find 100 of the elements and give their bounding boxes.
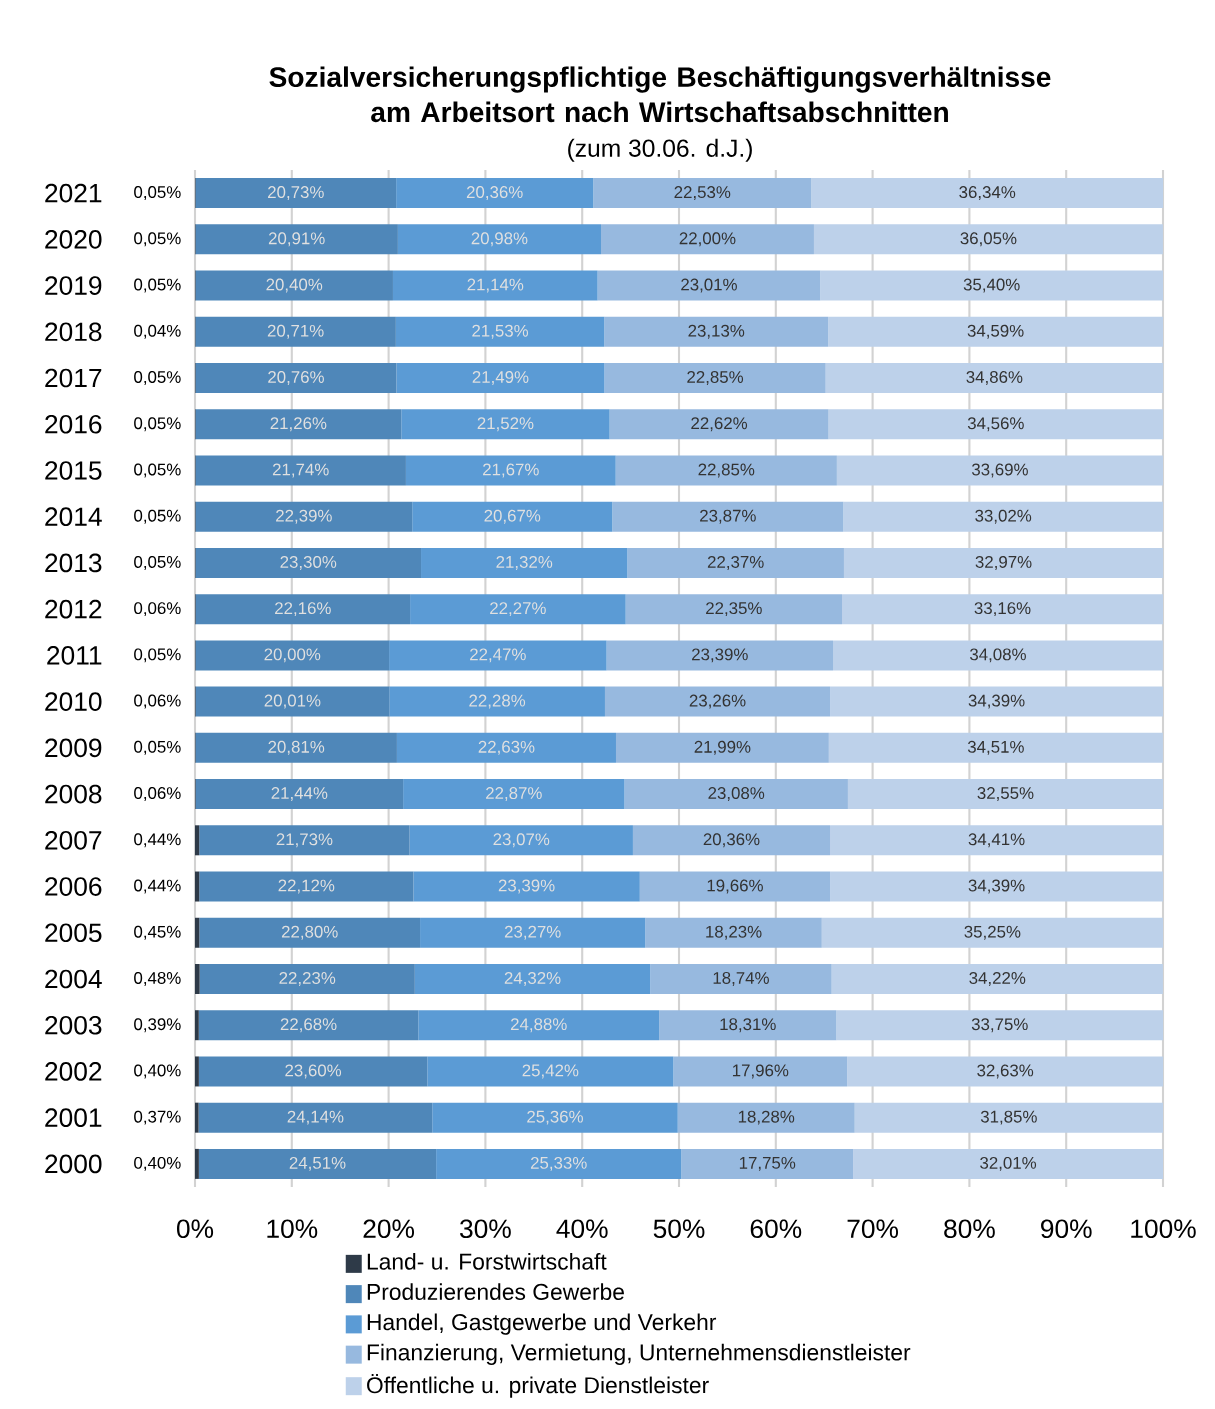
x-tick-label: 20%: [363, 1219, 415, 1239]
data-label: 32,55%: [977, 787, 1034, 802]
data-label: 0,48%: [134, 971, 181, 986]
y-tick-label: 2003: [45, 1015, 102, 1035]
bar: [198, 1010, 419, 1041]
bar: [195, 825, 200, 856]
data-label: 18,23%: [706, 925, 762, 940]
bar: [677, 1102, 855, 1133]
data-label: 20,00%: [264, 648, 321, 663]
bar: [420, 917, 646, 948]
y-tick-label: 2014: [45, 507, 102, 527]
bar: [198, 1056, 428, 1087]
y-tick-label: 2005: [45, 923, 102, 943]
bar: [627, 547, 844, 578]
y-tick-label: 2010: [45, 692, 102, 711]
y-tick-label: 2017: [45, 368, 102, 388]
bar: [673, 1056, 848, 1087]
bar: [414, 963, 651, 994]
data-label: 0,05%: [134, 648, 181, 663]
data-label: 22,28%: [469, 694, 526, 709]
bar: [813, 224, 1163, 255]
y-tick-label: 2013: [45, 553, 102, 573]
bar: [820, 270, 1164, 301]
bar: [195, 316, 396, 347]
data-label: 20,71%: [267, 324, 324, 339]
data-label: 0,06%: [134, 602, 181, 617]
bar: [624, 779, 848, 810]
bar: [396, 363, 605, 394]
y-tick-label: 2018: [45, 322, 102, 342]
x-tick-label: 100%: [1131, 1219, 1196, 1239]
data-label: 0,06%: [134, 787, 181, 802]
data-label: 0,05%: [134, 278, 181, 293]
bar: [833, 640, 1163, 671]
chart-subtitle: (zum 30.06. d.J.): [568, 138, 752, 162]
bar: [195, 1102, 199, 1133]
y-tick-label: 2021: [45, 183, 102, 203]
data-label: 32,01%: [980, 1156, 1037, 1171]
bar: [606, 640, 834, 671]
data-label: 32,97%: [975, 555, 1032, 570]
data-label: 34,08%: [970, 648, 1026, 663]
data-label: 18,31%: [720, 1018, 776, 1033]
data-label: 20,01%: [264, 694, 321, 709]
bar: [199, 963, 415, 994]
legend-label: Handel, Gastgewerbe und Verkehr: [367, 1313, 717, 1335]
bar: [604, 686, 831, 717]
bar: [597, 270, 821, 301]
data-label: 33,69%: [972, 463, 1028, 478]
bar: [853, 1148, 1164, 1179]
bar: [195, 501, 413, 532]
bar: [392, 270, 598, 301]
legend-label: Finanzierung, Vermietung, Unternehmensdienstleister: [367, 1343, 911, 1366]
bar: [843, 501, 1164, 532]
y-tick-label: 2001: [45, 1108, 102, 1128]
bar: [405, 455, 616, 486]
data-label: 25,42%: [522, 1064, 579, 1079]
data-label: 18,74%: [713, 971, 769, 986]
legend-label: Öffentliche u. private Dienstleister: [367, 1374, 709, 1398]
bar: [401, 409, 610, 440]
bar: [830, 825, 1164, 856]
data-label: 36,05%: [960, 232, 1017, 247]
data-label: 34,39%: [968, 694, 1025, 709]
bar: [821, 917, 1164, 948]
data-label: 22,37%: [707, 555, 764, 570]
data-label: 0,05%: [134, 555, 181, 570]
bar: [195, 547, 422, 578]
data-label: 33,02%: [975, 509, 1032, 524]
y-tick-label: 2012: [45, 599, 102, 619]
bar: [410, 594, 626, 625]
data-label: 33,75%: [971, 1018, 1028, 1033]
bar: [593, 178, 812, 209]
bar: [199, 917, 421, 948]
bar: [418, 1010, 660, 1041]
bar: [195, 1056, 199, 1087]
data-label: 34,51%: [967, 740, 1024, 755]
bar: [831, 963, 1163, 994]
bar: [830, 686, 1164, 717]
data-label: 24,88%: [510, 1018, 567, 1033]
data-label: 22,80%: [281, 925, 338, 940]
data-label: 23,01%: [681, 278, 737, 293]
data-label: 18,28%: [738, 1110, 795, 1125]
bar: [395, 316, 605, 347]
data-label: 34,39%: [968, 879, 1025, 894]
data-label: 22,16%: [275, 602, 331, 617]
bar: [836, 455, 1164, 486]
data-label: 23,39%: [692, 648, 748, 663]
data-label: 21,44%: [271, 787, 328, 802]
bar: [639, 871, 831, 902]
data-label: 22,23%: [279, 971, 336, 986]
y-tick-label: 2000: [45, 1154, 102, 1174]
y-tick-label: 2009: [45, 738, 102, 758]
x-tick-label: 40%: [556, 1219, 608, 1239]
data-label: 32,63%: [977, 1064, 1034, 1079]
x-tick-label: 30%: [460, 1219, 511, 1239]
data-label: 0,40%: [134, 1156, 181, 1171]
data-label: 19,66%: [707, 879, 763, 894]
data-label: 21,67%: [483, 463, 539, 478]
data-label: 0,05%: [134, 371, 181, 385]
data-label: 20,76%: [268, 371, 324, 385]
data-label: 20,67%: [484, 509, 541, 524]
bar: [195, 779, 404, 810]
